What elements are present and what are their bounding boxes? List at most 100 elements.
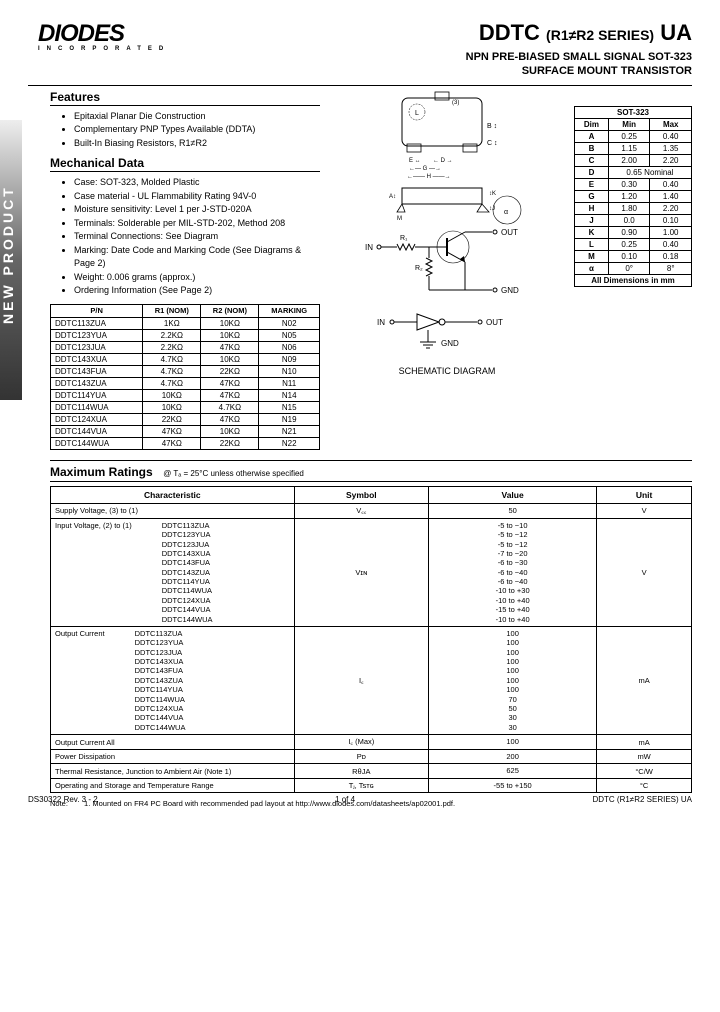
- divider: [50, 460, 692, 461]
- list-item: Case: SOT-323, Molded Plastic: [74, 176, 320, 190]
- list-item: Case material - UL Flammability Rating 9…: [74, 190, 320, 204]
- table-row: D0.65 Nominal: [575, 166, 692, 178]
- table-row: DDTC114YUA10KΩ47KΩN14: [51, 389, 320, 401]
- dim-footer: All Dimensions in mm: [575, 274, 692, 286]
- table-row: J0.00.10: [575, 214, 692, 226]
- table-row: Supply Voltage, (3) to (1)V꜀꜀50V: [51, 503, 692, 518]
- left-column: Features Epitaxial Planar Die Constructi…: [50, 90, 320, 450]
- footer-mid: 1 of 4: [335, 795, 355, 804]
- ratings-table: CharacteristicSymbolValueUnit Supply Vol…: [50, 486, 692, 793]
- content: Features Epitaxial Planar Die Constructi…: [50, 90, 692, 794]
- table-header: Dim: [575, 118, 609, 130]
- dim-column: SOT-323 DimMinMax A0.250.40B1.151.35C2.0…: [574, 90, 692, 450]
- ratings-heading: Maximum Ratings: [50, 465, 153, 479]
- features-heading: Features: [50, 90, 320, 106]
- table-header: R2 (NOM): [201, 304, 259, 317]
- table-row: Input Voltage, (2) to (1)DDTC113ZUADDTC1…: [51, 518, 692, 626]
- table-header: MARKING: [259, 304, 320, 317]
- title-sub2: SURFACE MOUNT TRANSISTOR: [466, 64, 692, 78]
- table-row: DDTC143FUA4.7KΩ22KΩN10: [51, 365, 320, 377]
- table-header: P/N: [51, 304, 143, 317]
- title-mid: (R1≠R2 SERIES): [546, 27, 654, 43]
- table-row: C2.002.20: [575, 154, 692, 166]
- svg-text:α: α: [504, 209, 508, 216]
- table-row: Power DissipationPᴅ200mW: [51, 750, 692, 764]
- table-header: Unit: [597, 486, 692, 503]
- list-item: Built-In Biasing Resistors, R1≠R2: [74, 137, 320, 151]
- part-number-table: P/NR1 (NOM)R2 (NOM)MARKING DDTC113ZUA1KΩ…: [50, 304, 320, 450]
- svg-text:C ↕: C ↕: [487, 140, 498, 147]
- svg-text:OUT: OUT: [486, 318, 503, 327]
- svg-text:A↕: A↕: [389, 194, 396, 200]
- list-item: Terminal Connections: See Diagram: [74, 230, 320, 244]
- svg-text:R₂: R₂: [415, 265, 423, 272]
- table-header: Symbol: [294, 486, 428, 503]
- logo-main: DIODES: [38, 20, 170, 48]
- list-item: Weight: 0.006 grams (approx.): [74, 271, 320, 285]
- table-row: G1.201.40: [575, 190, 692, 202]
- list-item: Epitaxial Planar Die Construction: [74, 110, 320, 124]
- table-row: DDTC144VUA47KΩ10KΩN21: [51, 425, 320, 437]
- page-footer: DS30322 Rev. 3 - 2 1 of 4 DDTC (R1≠R2 SE…: [28, 795, 692, 804]
- table-row: DDTC143ZUA4.7KΩ47KΩN11: [51, 377, 320, 389]
- svg-text:←— G —→: ←— G —→: [409, 166, 441, 172]
- footer-left: DS30322 Rev. 3 - 2: [28, 795, 98, 804]
- list-item: Ordering Information (See Page 2): [74, 284, 320, 298]
- title-main: DDTC (R1≠R2 SERIES) UA: [466, 20, 692, 46]
- svg-text:↕J: ↕J: [489, 206, 495, 212]
- table-header: Min: [608, 118, 650, 130]
- package-diagram: L (3) B ↕ C ↕ E ↔ ← D → ←— G —→ ←—— H ——…: [330, 90, 564, 360]
- svg-text:IN: IN: [365, 243, 373, 252]
- table-row: DDTC114WUA10KΩ4.7KΩN15: [51, 401, 320, 413]
- table-row: DDTC123YUA2.2KΩ10KΩN05: [51, 329, 320, 341]
- title-sub1: NPN PRE-BIASED SMALL SIGNAL SOT-323: [466, 50, 692, 64]
- table-header: Value: [429, 486, 597, 503]
- dim-title: SOT-323: [575, 106, 692, 118]
- logo-sub: INCORPORATED: [38, 46, 170, 52]
- table-header: Max: [650, 118, 692, 130]
- svg-text:GND: GND: [501, 286, 519, 295]
- footer-right: DDTC (R1≠R2 SERIES) UA: [592, 795, 692, 804]
- table-row: H1.802.20: [575, 202, 692, 214]
- table-row: Output CurrentDDTC113ZUADDTC123YUADDTC12…: [51, 626, 692, 734]
- table-row: Operating and Storage and Temperature Ra…: [51, 778, 692, 792]
- svg-text:← D →: ← D →: [433, 158, 453, 164]
- table-row: E0.300.40: [575, 178, 692, 190]
- svg-text:R₁: R₁: [400, 235, 408, 242]
- features-list: Epitaxial Planar Die ConstructionComplem…: [50, 110, 320, 151]
- table-row: L0.250.40: [575, 238, 692, 250]
- table-row: A0.250.40: [575, 130, 692, 142]
- title-post: UA: [660, 20, 692, 45]
- svg-text:↕K: ↕K: [489, 191, 496, 197]
- title-block: DDTC (R1≠R2 SERIES) UA NPN PRE-BIASED SM…: [466, 20, 692, 79]
- table-row: Output Current AllI꜀ (Max)100mA: [51, 735, 692, 750]
- list-item: Complementary PNP Types Available (DDTA): [74, 123, 320, 137]
- list-item: Moisture sensitivity: Level 1 per J-STD-…: [74, 203, 320, 217]
- page: DIODES INCORPORATED DDTC (R1≠R2 SERIES) …: [0, 0, 720, 818]
- title-pre: DDTC: [479, 20, 540, 45]
- mechanical-list: Case: SOT-323, Molded PlasticCase materi…: [50, 176, 320, 298]
- svg-text:L: L: [415, 110, 419, 117]
- logo: DIODES INCORPORATED: [38, 20, 170, 52]
- header: DIODES INCORPORATED DDTC (R1≠R2 SERIES) …: [38, 20, 692, 79]
- list-item: Marking: Date Code and Marking Code (See…: [74, 244, 320, 271]
- svg-text:B ↕: B ↕: [487, 123, 497, 130]
- table-row: α0°8°: [575, 262, 692, 274]
- table-row: B1.151.35: [575, 142, 692, 154]
- mechanical-heading: Mechanical Data: [50, 156, 320, 172]
- svg-text:←—— H ——→: ←—— H ——→: [407, 174, 451, 180]
- table-row: Thermal Resistance, Junction to Ambient …: [51, 764, 692, 778]
- svg-text:GND: GND: [441, 339, 459, 348]
- svg-text:(3): (3): [452, 100, 459, 106]
- ratings-note: @ Tₐ = 25°C unless otherwise specified: [163, 469, 304, 478]
- table-header: R1 (NOM): [143, 304, 201, 317]
- table-row: DDTC123JUA2.2KΩ47KΩN06: [51, 341, 320, 353]
- schematic-label: SCHEMATIC DIAGRAM: [330, 366, 564, 376]
- svg-text:IN: IN: [377, 318, 385, 327]
- svg-text:OUT: OUT: [501, 228, 518, 237]
- table-row: DDTC144WUA47KΩ22KΩN22: [51, 437, 320, 449]
- svg-text:E ↔: E ↔: [409, 158, 421, 164]
- diagram-column: L (3) B ↕ C ↕ E ↔ ← D → ←— G —→ ←—— H ——…: [330, 90, 564, 450]
- table-row: M0.100.18: [575, 250, 692, 262]
- table-row: DDTC143XUA4.7KΩ10KΩN09: [51, 353, 320, 365]
